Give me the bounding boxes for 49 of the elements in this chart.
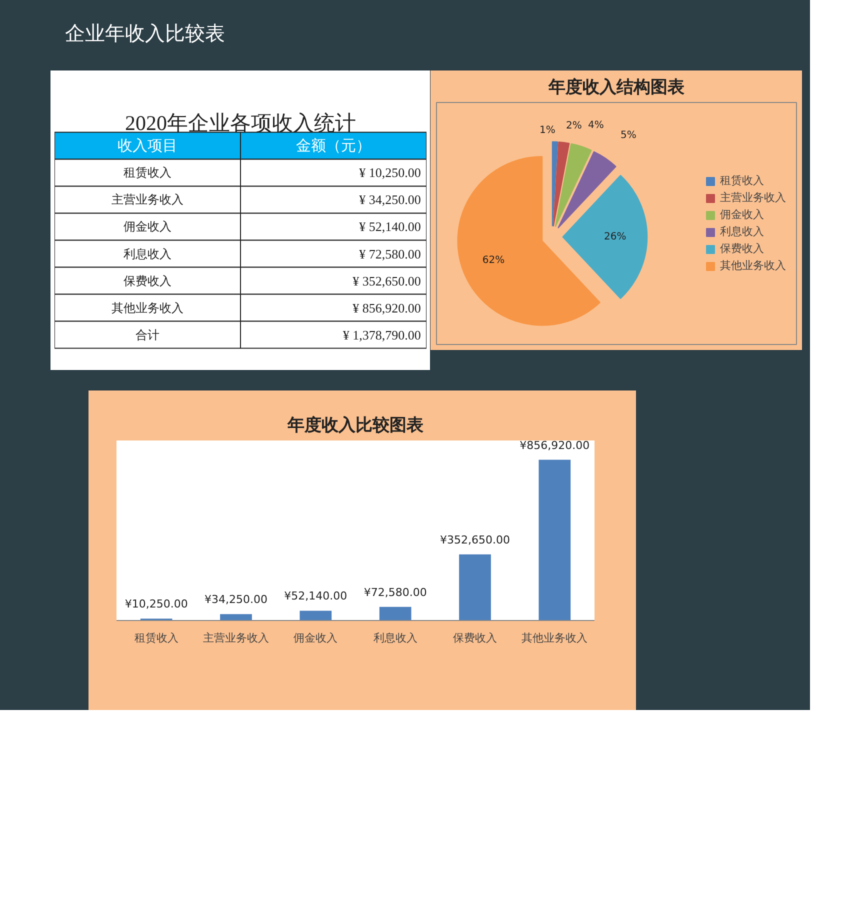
bar — [459, 554, 491, 620]
x-tick-label: 租赁收入 — [134, 632, 178, 644]
category-label: 其他业务收入 — [112, 300, 184, 315]
x-tick-label: 其他业务收入 — [522, 632, 588, 644]
legend-label: 主营业务收入 — [720, 190, 786, 205]
data-label: ¥ 34,250.00 — [359, 192, 421, 208]
legend-label: 其他业务收入 — [720, 258, 786, 273]
category-label: 主营业务收入 — [112, 192, 184, 207]
category-label: 利息收入 — [124, 246, 172, 261]
text: 金额（元） — [296, 136, 371, 155]
bar — [300, 610, 332, 620]
data-label: ¥856,920.00 — [520, 438, 590, 452]
data-label: ¥ 52,140.00 — [359, 219, 421, 234]
x-tick-label: 主营业务收入 — [203, 632, 269, 644]
data-label: 5% — [620, 130, 636, 141]
data-label: ¥ 72,580.00 — [359, 246, 421, 262]
data-label: ¥ 1,378,790.00 — [342, 327, 421, 342]
legend-label: 保费收入 — [720, 241, 764, 256]
bar — [379, 606, 412, 620]
bar — [220, 614, 252, 620]
data-label: 26% — [604, 231, 626, 242]
data-label: ¥10,250.00 — [124, 598, 188, 611]
data-label: ¥352,650.00 — [440, 533, 510, 546]
data-label: 1% — [540, 124, 556, 136]
category-label: 佣金收入 — [124, 220, 172, 234]
category-label: 保费收入 — [124, 274, 172, 288]
data-label: ¥72,580.00 — [364, 586, 427, 599]
text: 收入项目 — [118, 136, 178, 155]
x-tick-label: 保费收入 — [453, 632, 497, 644]
legend-label: 佣金收入 — [720, 207, 764, 222]
data-label: ¥34,250.00 — [204, 593, 268, 606]
bar — [538, 460, 571, 620]
data-label: ¥ 856,920.00 — [352, 300, 421, 316]
data-label: ¥52,140.00 — [284, 590, 348, 603]
data-label: 2% — [566, 120, 582, 132]
text: 企业年收入比较表 — [65, 20, 225, 47]
data-label: 4% — [588, 120, 604, 131]
x-tick-label: 佣金收入 — [294, 632, 338, 644]
data-label: 62% — [482, 254, 505, 266]
legend-label: 租赁收入 — [720, 173, 764, 188]
category-label: 合计 — [136, 328, 160, 342]
x-tick-label: 利息收入 — [373, 632, 418, 644]
chart-title: 年度收入比较图表 — [286, 416, 424, 436]
category-label: 租赁收入 — [124, 166, 172, 180]
legend-label: 利息收入 — [720, 224, 764, 239]
text: 2020年企业各项收入统计 — [125, 110, 356, 135]
data-label: ¥ 10,250.00 — [359, 165, 421, 180]
data-label: ¥ 352,650.00 — [352, 273, 421, 288]
chart-title: 年度收入结构图表 — [548, 78, 686, 98]
